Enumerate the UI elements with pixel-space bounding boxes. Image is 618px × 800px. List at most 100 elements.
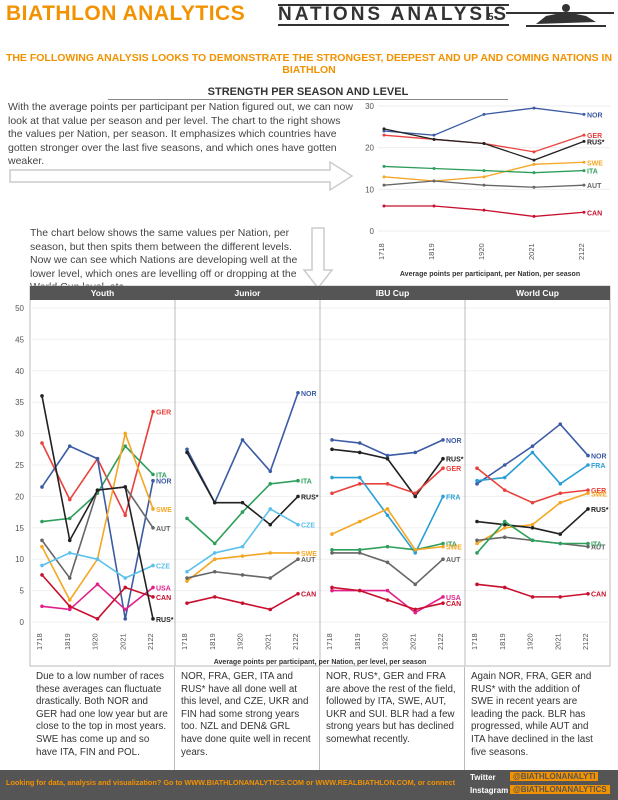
panel-header: [30, 286, 175, 300]
point: [296, 494, 300, 499]
point: [413, 547, 418, 552]
point: [441, 595, 445, 599]
subtitle: THE FOLLOWING ANALYSIS LOOKS TO DEMONSTR…: [5, 52, 613, 76]
point: [441, 466, 445, 470]
series-label: RUS*: [591, 507, 609, 514]
panel-title: Junior: [235, 288, 262, 298]
series-label: CAN: [587, 210, 602, 217]
series-label: RUS*: [156, 617, 174, 624]
y-tick-label: 40: [15, 367, 24, 376]
point: [558, 532, 563, 536]
note: NOR, FRA, GER, ITA and RUS* have all don…: [175, 667, 320, 775]
point: [502, 585, 507, 590]
point: [67, 576, 72, 580]
series-label: GER: [591, 488, 606, 495]
series-line: [186, 392, 299, 505]
point: [330, 438, 334, 442]
point: [123, 576, 128, 580]
point: [151, 617, 155, 621]
point: [296, 390, 300, 395]
series-label: NOR: [446, 438, 462, 445]
point: [385, 456, 390, 461]
series-label: CAN: [156, 595, 171, 602]
series-line: [476, 492, 589, 545]
point: [123, 513, 128, 518]
point: [40, 604, 44, 609]
note: NOR, RUS*, GER and FRA are above the res…: [320, 667, 465, 775]
point: [502, 463, 507, 467]
series-label: SWE: [591, 491, 607, 498]
series-label: GER: [156, 410, 171, 417]
x-axis-title: Average points per participant, per Nati…: [400, 271, 580, 278]
point: [330, 588, 334, 593]
point: [240, 500, 245, 505]
point: [40, 485, 44, 489]
paragraph: With the average points per participant …: [8, 101, 353, 167]
point: [185, 516, 189, 521]
point: [357, 482, 362, 486]
point: [330, 491, 334, 496]
twitter-handle[interactable]: @BIATHLONANALYTI: [510, 772, 599, 781]
point: [95, 488, 100, 492]
point: [482, 142, 486, 145]
note: Due to a low number of races these avera…: [30, 667, 175, 775]
point: [558, 422, 563, 426]
y-tick-label: 10: [15, 555, 24, 564]
point: [413, 450, 418, 455]
point: [385, 560, 390, 565]
point: [586, 488, 590, 492]
point: [586, 507, 590, 511]
point: [385, 588, 390, 593]
point: [67, 607, 72, 612]
y-tick-label: 20: [365, 144, 374, 153]
point: [240, 601, 245, 605]
series-label: ITA: [587, 169, 598, 176]
point: [530, 526, 535, 530]
point: [385, 598, 390, 602]
series-line: [41, 574, 154, 620]
series-label: AUT: [156, 526, 171, 533]
series-line: [186, 507, 299, 573]
y-tick-label: 45: [15, 335, 24, 344]
point: [357, 588, 362, 593]
section-title: STRENGTH PER SEASON AND LEVEL: [108, 86, 508, 100]
series-label: SWE: [301, 551, 317, 558]
y-tick-label: 15: [15, 524, 24, 533]
point: [586, 541, 590, 546]
point: [357, 519, 362, 524]
x-tick-label: 1819: [208, 633, 217, 650]
point: [268, 469, 273, 474]
point: [582, 183, 586, 187]
x-tick-label: 1718: [470, 633, 479, 650]
instagram-handle[interactable]: @BIATHLONANALYTICS: [510, 785, 610, 794]
point: [558, 491, 563, 496]
series-line: [383, 107, 585, 136]
x-tick-label: 1920: [236, 633, 245, 650]
x-axis-title: Average points per participant, per Nati…: [214, 659, 427, 666]
x-tick-label: 1819: [63, 633, 72, 650]
point: [382, 127, 386, 131]
x-tick-label: 2122: [146, 633, 155, 650]
x-tick-label: 2021: [553, 633, 562, 650]
point: [530, 500, 535, 505]
y-tick-label: 30: [365, 102, 374, 111]
point: [582, 169, 586, 173]
point: [432, 204, 436, 208]
y-tick-label: 0: [370, 227, 375, 236]
point: [330, 447, 334, 452]
series-label: RUS*: [446, 457, 464, 464]
point: [532, 106, 536, 110]
point: [385, 453, 390, 458]
point: [385, 513, 390, 518]
point: [382, 129, 386, 133]
page-number: 5: [488, 12, 494, 23]
point: [532, 158, 536, 162]
series-label: CZE: [301, 523, 315, 530]
point: [67, 551, 72, 555]
point: [432, 179, 436, 183]
point: [67, 516, 72, 521]
point: [268, 576, 273, 580]
point: [40, 544, 44, 549]
point: [475, 478, 479, 483]
x-tick-label: 2021: [527, 243, 536, 260]
